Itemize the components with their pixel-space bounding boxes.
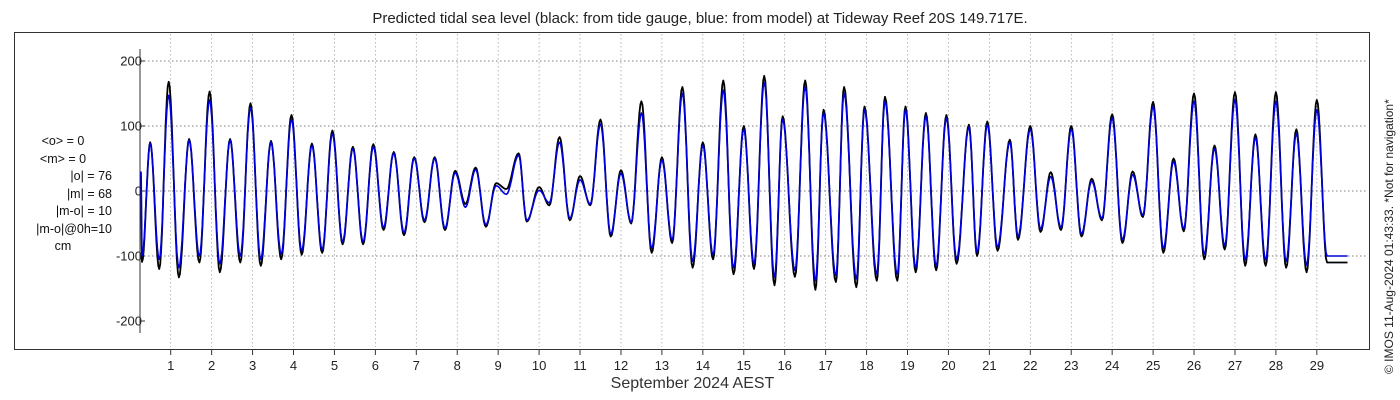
- copyright-note: © IMOS 11-Aug-2024 01:43:33. *Not for na…: [1382, 99, 1396, 374]
- series-line-model: [140, 81, 1348, 282]
- x-tick-label: 12: [614, 358, 628, 373]
- x-tick-label: 3: [249, 358, 256, 373]
- y-tick-label: 0: [135, 184, 142, 199]
- x-tick-label: 24: [1105, 358, 1119, 373]
- x-tick-label: 23: [1064, 358, 1078, 373]
- x-tick-label: 2: [208, 358, 215, 373]
- x-axis-label: September 2024 AEST: [610, 375, 775, 392]
- x-tick-label: 19: [900, 358, 914, 373]
- stat-abs-diff-0h: |m-o|@0h=10: [36, 221, 112, 236]
- y-tick-label: -100: [116, 249, 142, 264]
- x-tick-label: 16: [777, 358, 791, 373]
- x-tick-label: 22: [1023, 358, 1037, 373]
- x-tick-label: 17: [818, 358, 832, 373]
- chart-title: Predicted tidal sea level (black: from t…: [372, 10, 1028, 27]
- x-tick-label: 14: [696, 358, 710, 373]
- x-tick-label: 20: [941, 358, 955, 373]
- series-line-gauge: [139, 75, 1348, 291]
- x-tick-label: 11: [573, 358, 587, 373]
- stat-mean-obs: <o> = 0: [41, 134, 85, 148]
- stat-mean-model: <m> = 0: [39, 151, 87, 166]
- y-tick-label: 100: [120, 119, 142, 134]
- x-tick-label: 9: [495, 358, 502, 373]
- x-tick-label: 29: [1310, 358, 1324, 373]
- plot-frame: [14, 32, 1370, 350]
- x-tick-label: 7: [413, 358, 420, 373]
- stat-abs-model: |m| = 68: [66, 186, 112, 201]
- x-tick-label: 6: [372, 358, 379, 373]
- y-tick-label: -200: [116, 314, 142, 329]
- stat-abs-obs: |o| = 76: [70, 169, 112, 183]
- x-tick-label: 21: [982, 358, 996, 373]
- x-tick-label: 26: [1187, 358, 1201, 373]
- x-tick-label: 5: [331, 358, 338, 373]
- stat-abs-diff: |m-o| = 10: [55, 204, 112, 218]
- stat-unit: cm: [54, 239, 72, 253]
- stats-panel: <o> = 0 <m> = 0 |o| = 76 |m| = 68 |m-o| …: [14, 133, 112, 256]
- x-tick-label: 27: [1228, 358, 1242, 373]
- x-tick-label: 4: [290, 358, 297, 373]
- y-tick-label: 200: [120, 54, 142, 69]
- x-tick-label: 8: [454, 358, 461, 373]
- x-tick-label: 1: [167, 358, 174, 373]
- x-tick-label: 10: [532, 358, 546, 373]
- x-tick-label: 13: [655, 358, 669, 373]
- x-tick-label: 28: [1269, 358, 1283, 373]
- x-tick-label: 18: [859, 358, 873, 373]
- x-tick-label: 15: [737, 358, 751, 373]
- x-tick-label: 25: [1146, 358, 1160, 373]
